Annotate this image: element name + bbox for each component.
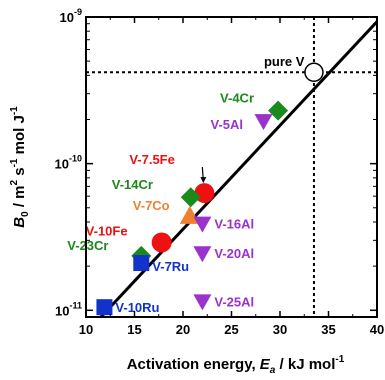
label-v-14cr: V-14Cr	[112, 177, 153, 192]
marker-v-10ru	[96, 299, 113, 316]
x-axis-label: Activation energy, Ea / kJ mol-1	[127, 354, 345, 376]
marker-v-10fe	[151, 232, 172, 253]
x-axis-ticks: 10 15 20 25 30 35 40	[79, 17, 384, 337]
label-v-7ru: V-7Ru	[152, 259, 189, 274]
label-v-4cr: V-4Cr	[220, 91, 254, 106]
data-markers	[96, 62, 324, 316]
label-v-10ru: V-10Ru	[115, 300, 159, 315]
marker-pure-v	[304, 62, 324, 82]
label-pure-v: pure V	[264, 54, 305, 69]
label-v-7-5fe: V-7.5Fe	[129, 152, 175, 167]
x-tick-label: 20	[176, 322, 190, 337]
marker-v-4cr	[268, 100, 289, 121]
y-tick-label: 10-10	[55, 154, 82, 172]
point-labels: pure V V-4Cr V-5Al V-7.5Fe V-14Cr V-7Co V-16Al…	[67, 54, 304, 315]
label-v-16al: V-16Al	[214, 217, 254, 232]
label-v-10fe: V-10Fe	[86, 223, 128, 238]
label-v-23cr: V-23Cr	[67, 238, 108, 253]
label-v-5al: V-5Al	[211, 117, 244, 132]
marker-v-20al	[193, 246, 212, 263]
marker-v-25al	[193, 294, 212, 311]
label-arrowhead-v-7-5fe	[200, 177, 207, 184]
marker-v-16al	[193, 216, 212, 233]
y-axis-ticks: 10-11 10-10 10-9	[55, 7, 377, 318]
label-v-7co: V-7Co	[133, 198, 170, 213]
x-tick-label: 40	[370, 322, 384, 337]
y-axis-label: B0 / m2 s-1 mol J-1	[9, 106, 31, 228]
label-v-20al: V-20Al	[214, 246, 254, 261]
marker-v-5al	[254, 114, 273, 131]
marker-v-7ru	[133, 255, 150, 272]
y-tick-label: 10-9	[60, 7, 82, 25]
x-tick-label: 30	[273, 322, 287, 337]
x-tick-label: 10	[79, 322, 93, 337]
x-tick-label: 15	[127, 322, 141, 337]
x-tick-label: 35	[321, 322, 335, 337]
plot-frame	[85, 16, 378, 318]
fit-line-group	[98, 20, 377, 317]
fit-line	[98, 20, 377, 317]
x-tick-label: 25	[224, 322, 238, 337]
marker-v-14cr	[180, 187, 201, 208]
y-tick-label: 10-11	[55, 300, 82, 318]
label-v-25al: V-25Al	[214, 294, 254, 309]
marker-v-7co	[179, 205, 200, 224]
